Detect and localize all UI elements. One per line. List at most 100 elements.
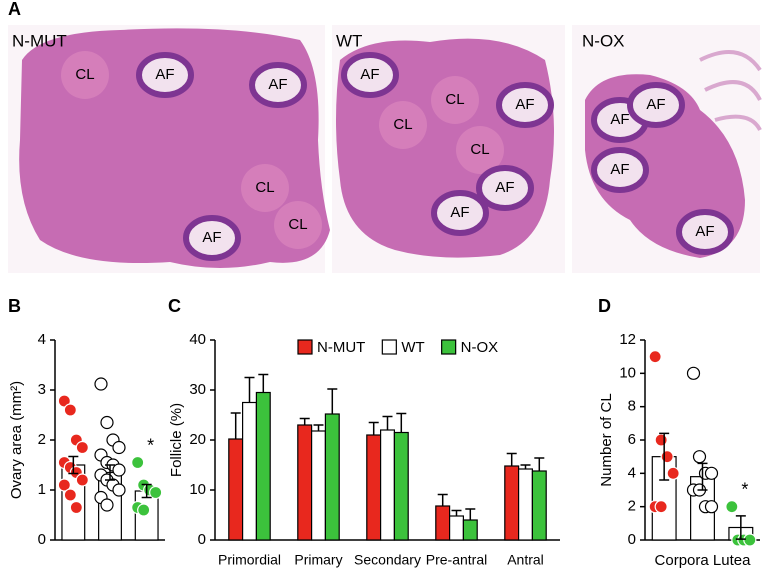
- data-point: [131, 455, 145, 470]
- error-bar: [258, 373, 269, 393]
- bar: [504, 465, 520, 541]
- bar: [242, 401, 258, 541]
- data-point: [666, 466, 680, 480]
- significance-mark: *: [147, 435, 154, 455]
- data-point: [692, 450, 707, 464]
- image-label: CL: [288, 216, 307, 233]
- y-tick-label: 10: [189, 481, 206, 498]
- image-label: AF: [610, 111, 629, 128]
- error-bar: [437, 493, 448, 506]
- y-tick-label: 6: [628, 431, 636, 448]
- follicle: [591, 147, 649, 193]
- follicle: [496, 82, 554, 128]
- panel-letter: D: [598, 296, 611, 316]
- bar: [228, 438, 244, 541]
- data-point: [112, 440, 126, 455]
- data-point: [654, 433, 668, 447]
- bar: [311, 430, 327, 541]
- image-label: AF: [515, 96, 534, 113]
- follicle: [476, 165, 534, 211]
- corpus-luteum: [431, 76, 479, 124]
- error-bar: [313, 424, 324, 431]
- error-bar: [368, 421, 379, 435]
- y-tick-label: 20: [189, 431, 206, 448]
- image-label: AF: [610, 161, 629, 178]
- error-bar: [327, 388, 338, 414]
- y-axis-label: Follicle (%): [168, 403, 185, 477]
- y-tick-label: 0: [628, 531, 636, 548]
- image-title: N-OX: [582, 31, 625, 50]
- data-point: [100, 415, 114, 430]
- data-point: [704, 466, 719, 480]
- data-point: [69, 500, 83, 515]
- error-bar: [105, 464, 115, 481]
- data-point: [660, 450, 674, 464]
- error-bar: [451, 509, 462, 516]
- tissue-fold: [699, 50, 762, 132]
- panel-letter: A: [8, 0, 21, 19]
- y-tick-label: 4: [38, 331, 46, 348]
- y-axis-label: Number of CL: [598, 393, 615, 486]
- bar: [462, 519, 478, 541]
- x-axis-label: Corpora Lutea: [655, 552, 752, 569]
- data-point: [94, 377, 108, 391]
- error-bar: [230, 412, 241, 439]
- follicle: [341, 52, 399, 98]
- follicle: [249, 62, 307, 108]
- data-point: [686, 366, 701, 380]
- data-point: [743, 533, 757, 547]
- data-point: [100, 498, 114, 512]
- image-label: CL: [445, 91, 464, 108]
- bar: [531, 470, 547, 541]
- bar: [297, 424, 313, 541]
- y-tick-label: 0: [198, 531, 206, 548]
- error-bar: [534, 457, 545, 471]
- corpus-luteum: [274, 201, 322, 249]
- error-bar: [520, 464, 531, 469]
- image-label: AF: [155, 66, 174, 83]
- bar: [449, 515, 465, 541]
- follicle: [136, 52, 194, 98]
- significance-mark: *: [741, 479, 748, 499]
- data-point: [725, 500, 739, 514]
- error-bar: [697, 462, 708, 491]
- bar: [255, 391, 271, 541]
- x-tick-label: Primordial: [218, 552, 281, 568]
- legend-label: N-OX: [461, 339, 499, 356]
- y-tick-label: 12: [619, 331, 636, 348]
- error-bar: [506, 452, 517, 466]
- image-label: CL: [75, 66, 94, 83]
- data-point: [112, 463, 126, 477]
- data-point: [57, 478, 71, 492]
- data-point: [57, 394, 71, 408]
- bar: [324, 413, 340, 541]
- x-tick-label: Secondary: [354, 552, 421, 568]
- corpus-luteum: [456, 126, 504, 174]
- x-tick-label: Antral: [507, 552, 544, 568]
- data-point: [137, 503, 151, 517]
- y-tick-label: 0: [38, 531, 46, 548]
- x-tick-label: Pre-antral: [426, 552, 487, 568]
- y-tick-label: 2: [628, 498, 636, 515]
- y-tick-label: 40: [189, 331, 206, 348]
- corpus-luteum: [61, 51, 109, 99]
- error-bar: [396, 412, 407, 433]
- panel-letter: C: [168, 296, 181, 316]
- follicle: [431, 190, 489, 236]
- legend-swatch: [297, 339, 313, 355]
- data-point: [63, 488, 77, 502]
- y-axis-label: Ovary area (mm²): [8, 381, 25, 499]
- bar: [366, 434, 382, 541]
- corpus-luteum: [379, 101, 427, 149]
- data-point: [112, 483, 126, 497]
- y-tick-label: 1: [38, 481, 46, 498]
- image-label: AF: [495, 179, 514, 196]
- data-point: [75, 440, 89, 455]
- corpus-luteum: [241, 164, 289, 212]
- legend-label: N-MUT: [317, 339, 365, 356]
- y-tick-label: 30: [189, 381, 206, 398]
- error-bar: [735, 515, 746, 540]
- error-bar: [68, 455, 79, 475]
- bar: [380, 429, 396, 541]
